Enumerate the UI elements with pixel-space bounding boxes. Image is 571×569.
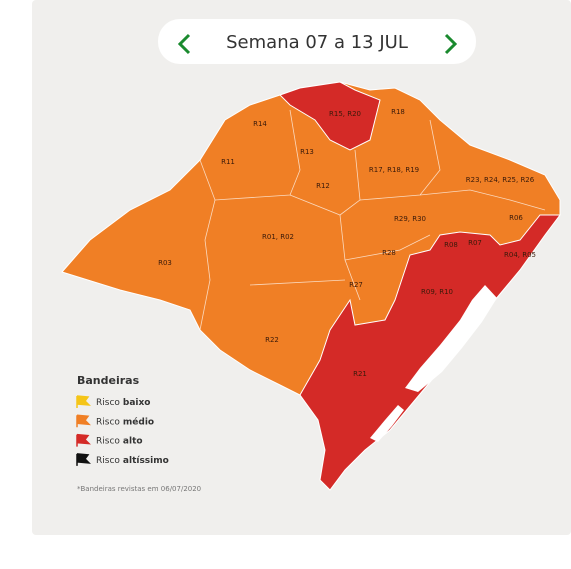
- legend-flag: [76, 414, 91, 428]
- legend-title: Bandeiras: [77, 374, 140, 387]
- legend-flag: [76, 433, 91, 447]
- region-label: R18: [391, 108, 405, 116]
- legend-flag: [76, 453, 91, 466]
- map: R15, R20 R18 R14 R13 R11 R17, R18, R19 R23, R2…: [61, 81, 561, 491]
- region-label: R12: [316, 182, 330, 190]
- region-border: [199, 159, 216, 331]
- region-label: R03: [158, 259, 172, 267]
- region-border: [214, 109, 301, 201]
- region-label: R06: [509, 214, 523, 222]
- region-label: R28: [382, 249, 396, 257]
- region-label: R22: [265, 336, 279, 344]
- region-label: R11: [221, 158, 235, 166]
- week-title: Semana 07 a 13 JUL: [226, 32, 408, 53]
- legend-level: altíssimo: [123, 455, 169, 465]
- region-border: [419, 189, 546, 211]
- prev-week[interactable]: [177, 33, 191, 55]
- legend-level: alto: [123, 436, 143, 446]
- footnote: *Bandeiras revistas em 06/07/2020: [77, 485, 201, 493]
- legend-prefix: Risco: [96, 455, 120, 465]
- region-label: R09, R10: [421, 288, 453, 296]
- lagoon: [405, 285, 497, 392]
- week-selector: [158, 19, 476, 64]
- region-label: R04, R05: [504, 251, 536, 259]
- region-label: R29, R30: [394, 215, 426, 223]
- region-label: R14: [253, 120, 267, 128]
- legend-flag: [76, 395, 91, 408]
- legend-label: Risco altíssimo: [96, 455, 169, 465]
- region-label: R27: [349, 281, 363, 289]
- legend-label: Risco médio: [96, 416, 154, 427]
- region-border: [359, 119, 441, 201]
- lagoon: [370, 405, 404, 442]
- legend-label: Risco alto: [96, 436, 143, 446]
- legend-prefix: Risco: [96, 417, 120, 427]
- region-label: R21: [353, 370, 367, 378]
- region-label: R08: [444, 241, 458, 249]
- region-label: R23, R24, R25, R26: [466, 176, 535, 184]
- legend-label: Risco baixo: [96, 398, 151, 408]
- region-border: [344, 234, 431, 261]
- region-north: [279, 81, 381, 151]
- region-label: R07: [468, 239, 482, 247]
- region-label: R17, R18, R19: [369, 166, 419, 174]
- legend-prefix: Risco: [96, 436, 120, 446]
- region-border: [289, 149, 361, 216]
- legend-level: baixo: [123, 398, 151, 408]
- region-label: R01, R02: [262, 233, 294, 241]
- region-label: R13: [300, 148, 314, 156]
- region-border: [249, 279, 346, 286]
- next-week[interactable]: [444, 33, 458, 55]
- legend-level: médio: [123, 416, 154, 427]
- legend-prefix: Risco: [96, 398, 120, 408]
- region-label: R15, R20: [329, 110, 361, 118]
